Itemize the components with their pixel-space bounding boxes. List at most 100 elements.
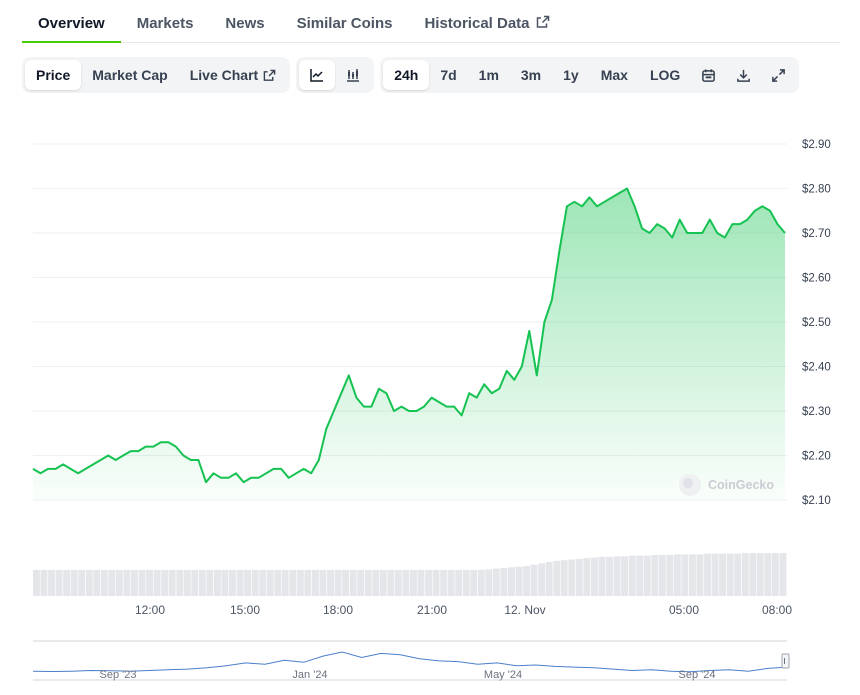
navigator-label: Sep '23	[100, 669, 137, 681]
volume-bar	[274, 569, 282, 596]
y-tick-label: $2.20	[802, 451, 831, 463]
range-24h-label: 24h	[394, 67, 419, 83]
coingecko-watermark: CoinGecko	[679, 474, 774, 496]
volume-bar	[425, 569, 432, 596]
x-tick-label: 15:00	[230, 603, 260, 617]
navigator-line	[32, 651, 788, 673]
volume-bar	[696, 554, 704, 596]
tab-similar-coins[interactable]: Similar Coins	[281, 0, 409, 43]
volume-bar	[304, 569, 312, 596]
volume-bar	[613, 556, 621, 596]
range-3m-label: 3m	[520, 67, 542, 83]
price-area-fill	[33, 188, 785, 500]
range-1m-label: 1m	[478, 67, 499, 83]
range-1m-button[interactable]: 1m	[468, 60, 510, 90]
volume-bar	[470, 569, 478, 596]
volume-bar	[726, 553, 734, 596]
volume-bars	[33, 553, 787, 596]
volume-bar	[131, 569, 138, 596]
expand-icon	[771, 68, 786, 83]
volume-bar	[259, 569, 267, 596]
expand-button[interactable]	[761, 60, 796, 90]
external-link-icon	[263, 69, 276, 82]
market-cap-button[interactable]: Market Cap	[81, 60, 178, 90]
volume-bar	[214, 569, 221, 596]
metric-toggle-group: Price Market Cap Live Chart	[22, 57, 291, 93]
watermark-text: CoinGecko	[708, 478, 774, 492]
volume-bar	[628, 555, 636, 596]
volume-bar	[583, 558, 591, 596]
volume-bar	[281, 569, 289, 596]
price-line	[32, 187, 786, 484]
tab-overview[interactable]: Overview	[22, 0, 121, 43]
candlestick-chart-button[interactable]	[335, 60, 371, 90]
volume-bar	[229, 569, 236, 596]
volume-bar	[410, 569, 417, 596]
tab-historical-data[interactable]: Historical Data	[408, 0, 565, 43]
line-chart-button[interactable]	[299, 60, 336, 90]
volume-bar	[394, 569, 402, 596]
volume-bar	[651, 555, 659, 596]
volume-bar	[771, 553, 779, 596]
candlestick-chart-icon	[345, 67, 361, 83]
price-chart[interactable]: $2.90 $2.80 $2.70 $2.60 $2.50 $2.40 $2.30 $2.20…	[0, 100, 860, 695]
volume-bar	[681, 554, 689, 596]
volume-bar	[176, 569, 184, 596]
tab-news-label: News	[225, 15, 265, 32]
x-tick-label: 18:00	[323, 603, 353, 617]
volume-bar	[296, 569, 304, 596]
volume-bar	[387, 569, 395, 596]
range-1y-button[interactable]: 1y	[552, 60, 590, 90]
volume-bar	[500, 568, 508, 596]
calendar-icon	[701, 68, 716, 83]
volume-bar	[289, 569, 297, 596]
calendar-button[interactable]	[691, 60, 726, 90]
volume-bar	[719, 553, 726, 596]
volume-bar	[372, 569, 380, 596]
range-max-button[interactable]: Max	[590, 60, 639, 90]
price-button[interactable]: Price	[25, 60, 82, 90]
range-7d-button[interactable]: 7d	[429, 60, 467, 90]
volume-bar	[342, 569, 349, 596]
volume-bar	[477, 569, 485, 596]
volume-bar	[455, 569, 463, 596]
volume-bar	[515, 566, 523, 596]
volume-bar	[764, 553, 772, 596]
tab-news[interactable]: News	[209, 0, 280, 43]
volume-bar	[85, 569, 93, 596]
x-axis-labels: 12:00 15:00 18:00 21:00 12. Nov 05:00 08:00	[135, 603, 792, 617]
y-tick-label: $2.70	[802, 228, 831, 240]
volume-bar	[462, 569, 470, 596]
x-tick-label: 05:00	[669, 603, 699, 617]
volume-bar	[447, 569, 455, 596]
volume-bar	[666, 555, 674, 596]
log-scale-button[interactable]: LOG	[639, 60, 691, 90]
volume-bar	[545, 562, 553, 596]
price-button-label: Price	[36, 67, 71, 83]
volume-bar	[704, 553, 711, 596]
volume-bar	[643, 555, 651, 596]
live-chart-button[interactable]: Live Chart	[179, 60, 287, 90]
volume-bar	[100, 569, 108, 596]
tab-overview-label: Overview	[38, 15, 105, 32]
volume-bar	[319, 569, 327, 596]
volume-bar	[741, 553, 749, 596]
range-navigator[interactable]: Sep '23 Jan '24 May '24 Sep '24	[32, 640, 790, 681]
tab-markets-label: Markets	[136, 15, 194, 32]
range-24h-button[interactable]: 24h	[383, 60, 430, 90]
range-max-label: Max	[600, 67, 628, 83]
volume-bar	[591, 557, 598, 596]
volume-bar	[530, 564, 538, 596]
volume-bar	[689, 554, 696, 596]
download-button[interactable]	[726, 60, 761, 90]
range-3m-button[interactable]: 3m	[510, 60, 552, 90]
external-link-icon	[536, 15, 550, 32]
volume-bar	[236, 569, 244, 596]
tab-markets[interactable]: Markets	[121, 0, 210, 43]
volume-bar	[538, 563, 546, 596]
volume-bar	[266, 569, 274, 596]
market-cap-button-label: Market Cap	[92, 67, 168, 83]
chart-type-group	[296, 57, 375, 93]
volume-bar	[440, 569, 448, 596]
tab-historical-data-label: Historical Data	[424, 15, 530, 32]
